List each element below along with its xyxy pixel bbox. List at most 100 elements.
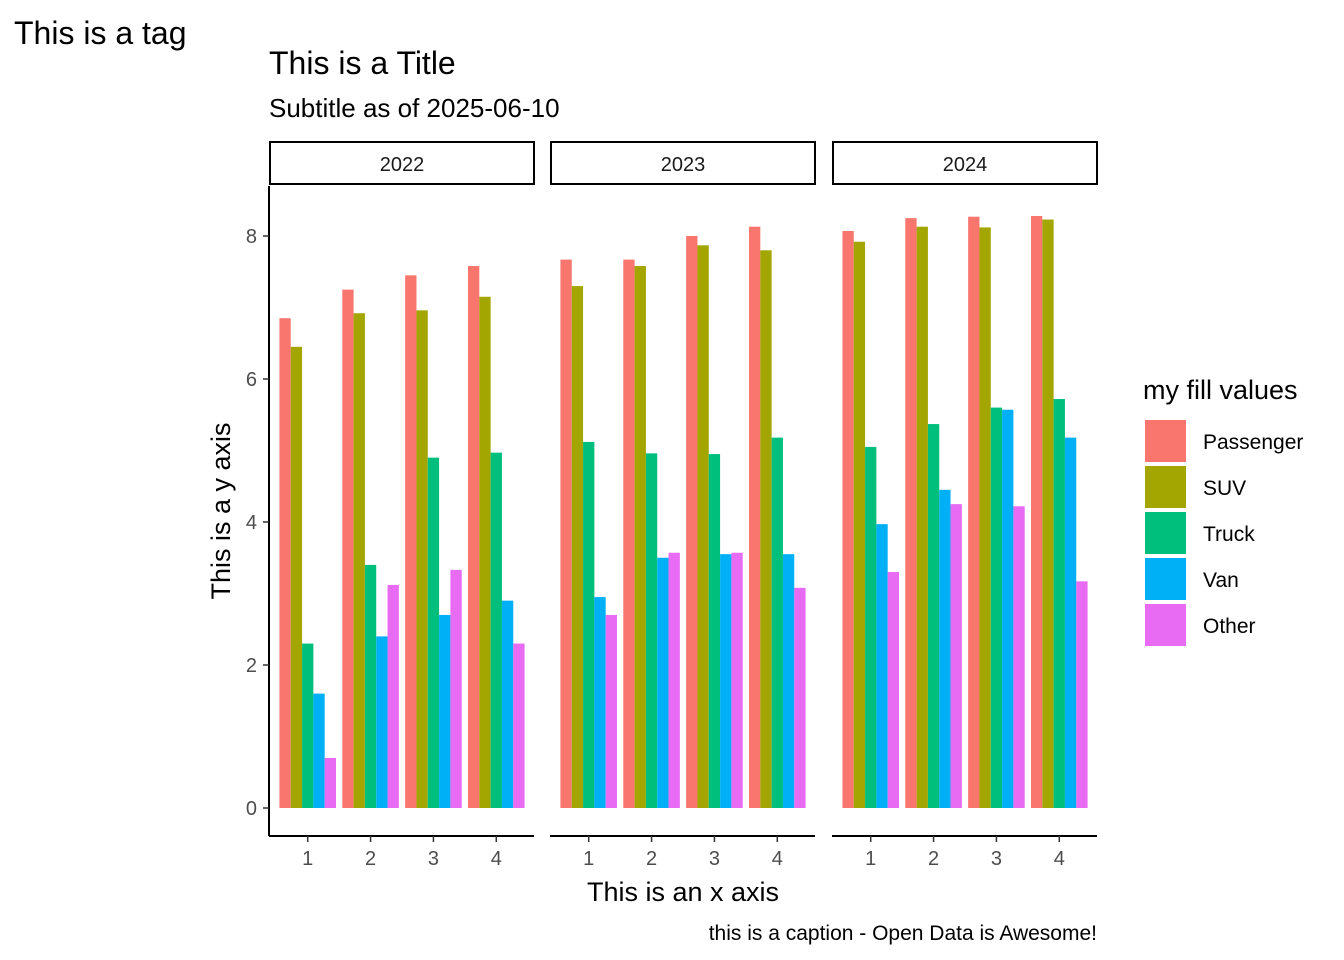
- bar-truck-2022-2: [364, 564, 377, 808]
- bar-truck-2023-1: [583, 441, 595, 808]
- bar-passenger-2023-4: [749, 226, 761, 808]
- bar-passenger-2024-4: [1031, 215, 1043, 809]
- legend-label-truck: Truck: [1203, 523, 1255, 546]
- bar-suv-2023-4: [760, 250, 772, 809]
- bar-van-2024-4: [1064, 437, 1077, 808]
- bar-van-2023-1: [594, 597, 606, 808]
- legend-key-van: [1145, 558, 1186, 600]
- x-tick-label: 3: [991, 848, 1002, 870]
- bar-other-2023-4: [794, 587, 806, 808]
- bar-van-2024-2: [939, 489, 951, 808]
- bar-van-2022-2: [376, 636, 388, 808]
- legend-label-passenger: Passenger: [1203, 431, 1303, 454]
- x-tick-label: 4: [772, 848, 783, 870]
- legend-label-van: Van: [1203, 569, 1239, 592]
- bar-suv-2023-2: [634, 266, 646, 808]
- plot-tag: This is a tag: [14, 15, 187, 51]
- bar-truck-2024-4: [1053, 399, 1065, 808]
- bar-truck-2022-1: [302, 643, 314, 808]
- bar-passenger-2023-1: [560, 259, 572, 809]
- x-tick-label: 4: [491, 848, 502, 870]
- x-tick-label: 3: [709, 848, 720, 870]
- bar-passenger-2022-3: [405, 275, 417, 808]
- y-tick-label: 6: [246, 369, 257, 391]
- bar-passenger-2023-3: [686, 236, 698, 808]
- bar-other-2022-1: [324, 757, 336, 808]
- bar-other-2022-4: [513, 643, 525, 808]
- y-tick-label: 8: [246, 226, 257, 248]
- bar-van-2023-3: [720, 554, 732, 808]
- bar-van-2022-1: [313, 693, 325, 808]
- bar-truck-2022-4: [490, 452, 502, 808]
- bar-truck-2022-3: [427, 457, 440, 808]
- y-tick-label: 4: [246, 512, 257, 534]
- facet-strip: [832, 141, 1098, 185]
- facet-strip: [269, 141, 535, 185]
- legend-key-passenger: [1145, 420, 1186, 462]
- bar-other-2024-2: [950, 504, 962, 808]
- bar-suv-2024-1: [853, 241, 866, 809]
- x-tick-label: 1: [583, 848, 594, 870]
- facet-strip-label: 2023: [661, 154, 706, 176]
- bar-other-2022-2: [387, 584, 399, 808]
- bar-truck-2024-2: [927, 424, 940, 808]
- y-axis-title: This is a y axis: [206, 422, 236, 599]
- bar-van-2023-4: [782, 554, 795, 808]
- legend: Passenger SUV Truck Van Other: [1145, 420, 1303, 646]
- x-tick-label: 2: [928, 848, 939, 870]
- legend-label-suv: SUV: [1203, 477, 1246, 500]
- legend-title: my fill values: [1143, 375, 1298, 405]
- bar-truck-2024-3: [990, 407, 1003, 808]
- bar-suv-2023-3: [697, 245, 709, 809]
- bar-suv-2022-2: [353, 313, 365, 808]
- bar-truck-2023-2: [645, 453, 658, 808]
- y-tick-label: 2: [246, 655, 257, 677]
- plot-area: 0 2 4 6 8 2022 1 2 3 4 2023 1 2 3 4 2024 1 2 3 4: [246, 141, 1098, 870]
- bar-van-2022-3: [439, 614, 451, 808]
- bar-suv-2022-3: [416, 310, 428, 808]
- x-tick-label: 2: [646, 848, 657, 870]
- facet-strip-label: 2022: [380, 154, 425, 176]
- bar-passenger-2022-4: [468, 266, 480, 808]
- x-tick-label: 3: [428, 848, 439, 870]
- bar-suv-2024-2: [916, 226, 928, 808]
- bar-suv-2024-4: [1042, 219, 1054, 808]
- bar-passenger-2024-3: [968, 216, 980, 808]
- facet-strip: [550, 141, 816, 185]
- y-tick-label: 0: [246, 798, 257, 820]
- chart-subtitle: Subtitle as of 2025-06-10: [269, 93, 560, 123]
- bar-passenger-2023-2: [623, 259, 635, 809]
- bar-truck-2024-1: [865, 446, 877, 808]
- bar-van-2024-3: [1002, 409, 1014, 808]
- bar-suv-2022-1: [290, 346, 303, 808]
- x-tick-label: 4: [1054, 848, 1065, 870]
- bar-other-2024-3: [1013, 506, 1025, 808]
- bar-suv-2023-1: [571, 286, 584, 808]
- x-tick-label: 1: [865, 848, 876, 870]
- bar-other-2024-4: [1076, 581, 1088, 808]
- legend-key-other: [1145, 604, 1186, 646]
- legend-label-other: Other: [1203, 615, 1256, 638]
- bar-truck-2023-3: [708, 454, 721, 808]
- bar-passenger-2024-1: [842, 230, 854, 808]
- x-tick-label: 2: [365, 848, 376, 870]
- legend-key-truck: [1145, 512, 1186, 554]
- bar-passenger-2022-1: [279, 318, 291, 808]
- facet-strip-label: 2024: [943, 154, 988, 176]
- bar-other-2024-1: [887, 572, 899, 808]
- bar-suv-2022-4: [479, 296, 491, 808]
- bar-passenger-2022-2: [342, 289, 354, 808]
- bar-van-2022-4: [501, 600, 514, 808]
- bar-truck-2023-4: [771, 437, 783, 808]
- bar-other-2022-3: [450, 569, 462, 808]
- bar-other-2023-3: [731, 552, 743, 808]
- bar-van-2024-1: [876, 524, 888, 808]
- chart-caption: this is a caption - Open Data is Awesome…: [709, 922, 1097, 945]
- legend-key-suv: [1145, 466, 1186, 508]
- bar-suv-2024-3: [979, 227, 991, 809]
- x-tick-label: 1: [302, 848, 313, 870]
- bar-other-2023-2: [668, 552, 680, 808]
- x-axis-title: This is an x axis: [587, 877, 779, 907]
- bar-passenger-2024-2: [905, 218, 917, 808]
